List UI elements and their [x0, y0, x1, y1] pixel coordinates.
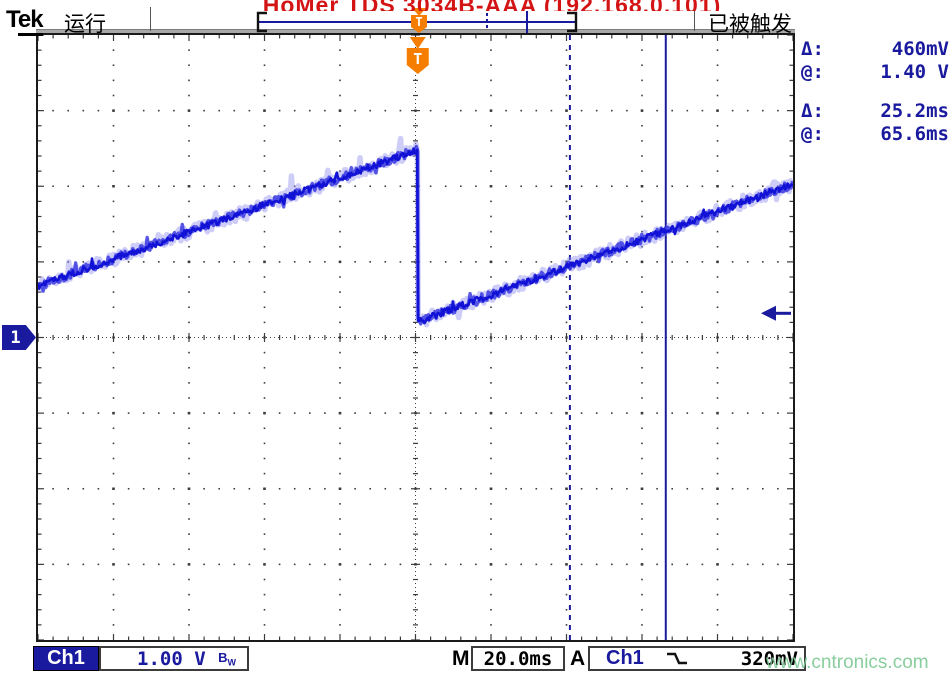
- delta-voltage-value: 460mV: [891, 38, 949, 60]
- svg-text:T: T: [415, 15, 422, 29]
- at-voltage-value: 1.40 V: [880, 61, 949, 83]
- channel1-scale-readout: 1.00 V BW: [99, 646, 249, 671]
- trigger-level-value: 320mV: [740, 647, 798, 670]
- measurement-at-voltage: @: 1.40 V: [801, 61, 949, 84]
- at-icon: @:: [801, 61, 824, 83]
- timebase-label: M: [452, 647, 470, 670]
- delta-icon: Δ:: [801, 100, 824, 122]
- measurement-delta-time: Δ: 25.2ms: [801, 100, 949, 123]
- topbar-divider-left: [150, 7, 151, 31]
- cursor-measurements: Δ: 460mV @: 1.40 V Δ: 25.2ms @: 65.6ms: [801, 38, 949, 146]
- channel1-ground-marker-label: 1: [10, 327, 21, 348]
- channel1-readout-badge: Ch1: [33, 646, 99, 671]
- waveform-display: T: [36, 33, 795, 642]
- trigger-system-label: A: [570, 647, 586, 670]
- svg-text:T: T: [413, 50, 422, 68]
- run-status-label: 运行: [64, 13, 106, 36]
- tek-logo-ek: ek: [17, 6, 44, 36]
- at-time-value: 65.6ms: [880, 123, 949, 145]
- delta-time-value: 25.2ms: [880, 100, 949, 122]
- tek-logo-t: T: [6, 6, 19, 33]
- watermark: www.cntronics.com: [766, 652, 929, 673]
- trigger-source-value: Ch1: [606, 647, 644, 669]
- delta-icon: Δ:: [801, 38, 824, 60]
- plot-canvas: T: [36, 34, 795, 641]
- bandwidth-limit-icon: BW: [218, 649, 236, 668]
- at-icon: @:: [801, 123, 824, 145]
- trigger-readout: Ch1 320mV: [588, 646, 806, 671]
- clipped-red-title: HoMer TDS 3034B-AAA (192.168.0.101): [222, 0, 762, 11]
- tek-logo: Tek: [6, 6, 44, 36]
- clipped-red-title-text: HoMer TDS 3034B-AAA (192.168.0.101): [263, 0, 722, 11]
- timebase-readout: 20.0ms: [471, 646, 565, 671]
- trigger-status-label: 已被触发: [708, 13, 792, 36]
- vertical-scale-value: 1.00 V: [137, 647, 206, 670]
- topbar-divider-right: [694, 7, 695, 31]
- measurement-delta-voltage: Δ: 460mV: [801, 38, 949, 61]
- acquisition-record-bar: T: [256, 8, 578, 33]
- measurement-at-time: @: 65.6ms: [801, 123, 949, 146]
- channel1-ground-marker: 1: [2, 325, 36, 350]
- falling-edge-icon: [666, 652, 687, 664]
